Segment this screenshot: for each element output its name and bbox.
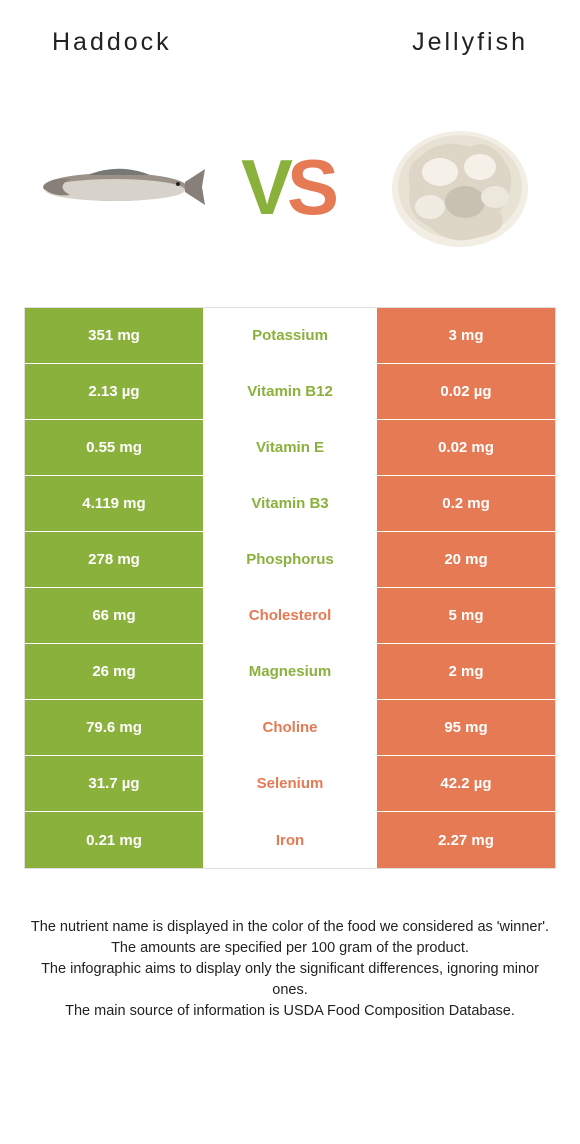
- nutrient-label: Vitamin E: [203, 420, 377, 475]
- footer-line-1: The nutrient name is displayed in the co…: [24, 917, 556, 938]
- footer-line-3: The infographic aims to display only the…: [24, 959, 556, 1001]
- left-value: 0.55 mg: [25, 420, 203, 475]
- nutrient-label: Phosphorus: [203, 532, 377, 587]
- right-value: 95 mg: [377, 700, 555, 755]
- nutrient-row: 79.6 mgCholine95 mg: [25, 700, 555, 756]
- nutrient-label: Potassium: [203, 308, 377, 363]
- right-value: 42.2 µg: [377, 756, 555, 811]
- left-value: 278 mg: [25, 532, 203, 587]
- right-value: 0.02 µg: [377, 364, 555, 419]
- nutrient-row: 278 mgPhosphorus20 mg: [25, 532, 555, 588]
- vs-label: V S: [241, 148, 339, 226]
- right-value: 0.02 mg: [377, 420, 555, 475]
- nutrient-row: 0.21 mgIron2.27 mg: [25, 812, 555, 868]
- left-value: 31.7 µg: [25, 756, 203, 811]
- header: Haddock Jellyfish: [0, 0, 580, 67]
- left-value: 79.6 mg: [25, 700, 203, 755]
- left-value: 351 mg: [25, 308, 203, 363]
- nutrient-label: Choline: [203, 700, 377, 755]
- left-value: 66 mg: [25, 588, 203, 643]
- haddock-image: [30, 117, 210, 257]
- nutrient-row: 0.55 mgVitamin E0.02 mg: [25, 420, 555, 476]
- nutrient-row: 31.7 µgSelenium42.2 µg: [25, 756, 555, 812]
- nutrient-label: Vitamin B3: [203, 476, 377, 531]
- right-value: 20 mg: [377, 532, 555, 587]
- nutrient-row: 66 mgCholesterol5 mg: [25, 588, 555, 644]
- nutrient-row: 26 mgMagnesium2 mg: [25, 644, 555, 700]
- nutrient-label: Magnesium: [203, 644, 377, 699]
- food-right-title: Jellyfish: [412, 28, 528, 57]
- left-value: 2.13 µg: [25, 364, 203, 419]
- footer-line-4: The main source of information is USDA F…: [24, 1001, 556, 1022]
- left-value: 0.21 mg: [25, 812, 203, 868]
- right-value: 0.2 mg: [377, 476, 555, 531]
- nutrient-row: 2.13 µgVitamin B120.02 µg: [25, 364, 555, 420]
- nutrient-table: 351 mgPotassium3 mg2.13 µgVitamin B120.0…: [24, 307, 556, 869]
- vs-v-letter: V: [241, 148, 293, 226]
- nutrient-label: Vitamin B12: [203, 364, 377, 419]
- jellyfish-image: [370, 117, 550, 257]
- vs-s-letter: S: [287, 148, 339, 226]
- nutrient-row: 351 mgPotassium3 mg: [25, 308, 555, 364]
- vs-row: V S: [0, 67, 580, 307]
- right-value: 2.27 mg: [377, 812, 555, 868]
- left-value: 26 mg: [25, 644, 203, 699]
- nutrient-label: Selenium: [203, 756, 377, 811]
- nutrient-label: Iron: [203, 812, 377, 868]
- footer-notes: The nutrient name is displayed in the co…: [0, 869, 580, 1022]
- food-left-title: Haddock: [52, 28, 172, 57]
- right-value: 2 mg: [377, 644, 555, 699]
- right-value: 5 mg: [377, 588, 555, 643]
- left-value: 4.119 mg: [25, 476, 203, 531]
- footer-line-2: The amounts are specified per 100 gram o…: [24, 938, 556, 959]
- nutrient-label: Cholesterol: [203, 588, 377, 643]
- right-value: 3 mg: [377, 308, 555, 363]
- nutrient-row: 4.119 mgVitamin B30.2 mg: [25, 476, 555, 532]
